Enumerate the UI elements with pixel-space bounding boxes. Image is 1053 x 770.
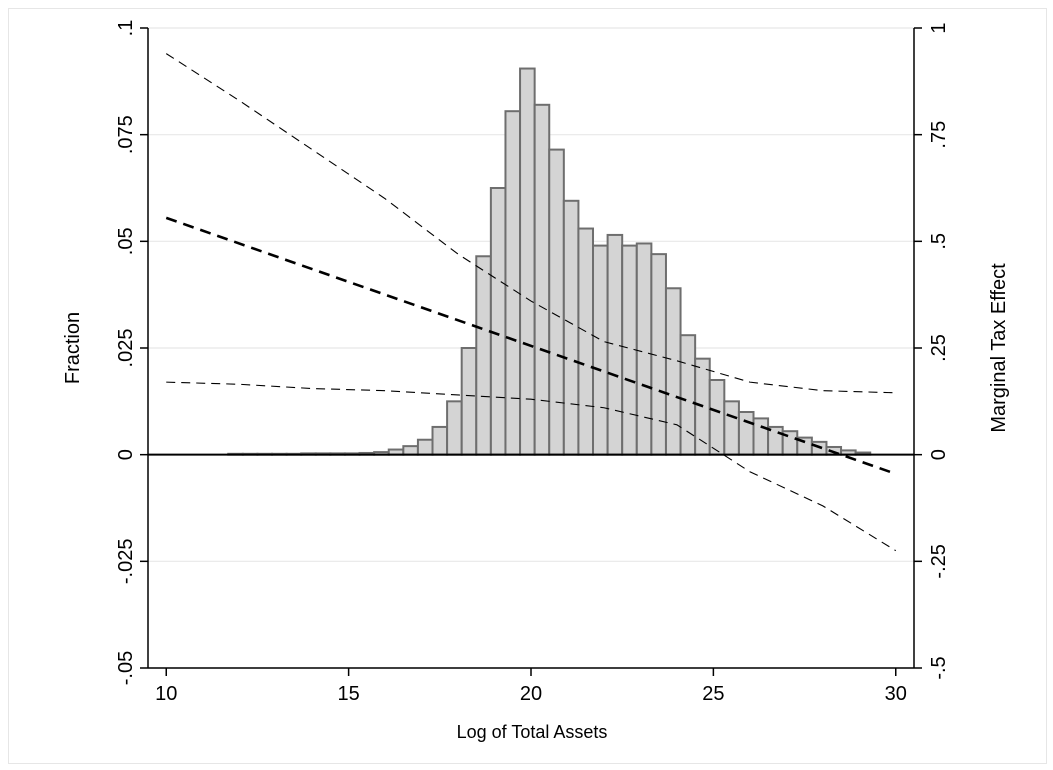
- y-tick-label-right: 0: [928, 449, 950, 460]
- y-tick-label-left: .025: [115, 329, 137, 368]
- y-axis-label-left: Fraction: [62, 312, 84, 384]
- x-tick-label: 25: [702, 683, 724, 705]
- axes: [140, 27, 922, 676]
- histogram-bar: [402, 445, 419, 456]
- x-axis-label: Log of Total Assets: [457, 722, 608, 742]
- histogram-bar: [592, 244, 609, 456]
- y-tick-label-right: .75: [928, 121, 950, 149]
- histogram-bar: [752, 417, 770, 456]
- histogram-bar: [460, 347, 478, 456]
- series-lines: [165, 53, 897, 552]
- histogram-bar: [489, 187, 507, 456]
- y-tick-label-left: .05: [115, 227, 137, 255]
- x-tick-label: 10: [155, 683, 177, 705]
- histogram-bar: [737, 411, 755, 456]
- tick-labels: 10 15 20 25 30-.05-.0250.025.05.075.1-.5-.25…: [115, 20, 950, 705]
- histogram-bar: [708, 379, 726, 456]
- histogram-bar: [416, 438, 434, 456]
- histogram-bar: [446, 400, 463, 456]
- marginal-effect-line: [165, 216, 897, 476]
- histogram-bar: [562, 199, 580, 456]
- y-tick-label-right: .25: [928, 334, 950, 362]
- histogram-bar: [504, 110, 522, 456]
- histogram-bar: [723, 400, 740, 456]
- histogram-bar: [664, 287, 682, 456]
- histogram-bar: [533, 103, 551, 456]
- confidence-band-line: [165, 53, 896, 394]
- histogram-bar: [606, 233, 624, 456]
- histogram-bars: [227, 67, 872, 456]
- y-tick-label-left: .1: [115, 20, 137, 37]
- y-tick-label-right: -.25: [928, 544, 950, 578]
- confidence-band-line: [166, 381, 897, 552]
- x-tick-label: 20: [520, 683, 542, 705]
- histogram-bar: [577, 227, 595, 456]
- y-tick-label-right: .5: [928, 233, 950, 250]
- histogram-bar: [548, 148, 565, 456]
- histogram-bar: [431, 425, 449, 456]
- y-axis-label-right: Marginal Tax Effect: [988, 263, 1010, 433]
- y-tick-label-right: -.5: [928, 656, 950, 679]
- histogram-bar: [635, 242, 653, 456]
- y-tick-label-left: .075: [115, 115, 137, 154]
- y-tick-label-left: 0: [115, 449, 137, 460]
- histogram-bar: [679, 334, 697, 456]
- y-tick-label-right: 1: [928, 22, 950, 33]
- x-tick-label: 15: [337, 683, 359, 705]
- histogram-bar: [519, 67, 536, 456]
- histogram-bar: [475, 255, 492, 456]
- x-tick-label: 30: [885, 683, 907, 705]
- y-tick-label-left: -.025: [115, 539, 137, 585]
- y-tick-label-left: -.05: [115, 651, 137, 685]
